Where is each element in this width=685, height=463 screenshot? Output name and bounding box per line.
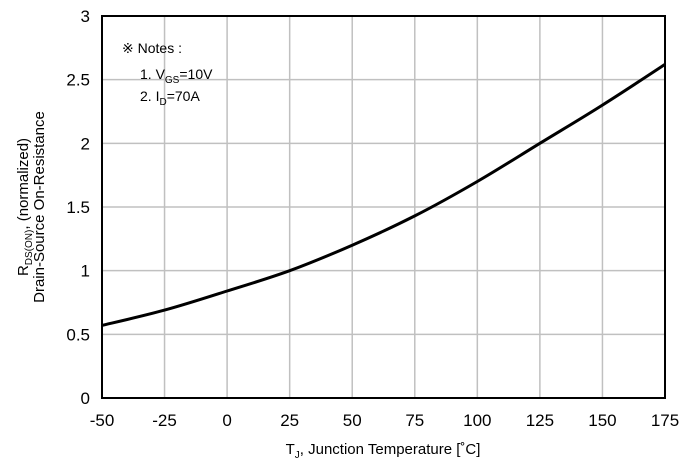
y-tick-label: 3 — [81, 7, 90, 26]
x-tick-label: 0 — [222, 411, 231, 430]
x-tick-label: 125 — [526, 411, 554, 430]
note-1: 1. VGS=10V — [140, 66, 213, 86]
x-tick-label: 100 — [463, 411, 491, 430]
notes-header: ※ Notes : — [122, 40, 182, 56]
y-axis-title-line1: RDS(ON), (normalized) — [15, 138, 35, 276]
y-axis-title: RDS(ON), (normalized) Drain-Source On-Re… — [15, 111, 48, 303]
x-tick-labels: -50 -25 0 25 50 75 100 125 150 175 — [90, 411, 679, 430]
y-tick-label: 1 — [81, 262, 90, 281]
y-tick-label: 1.5 — [66, 198, 90, 217]
x-tick-label: -25 — [152, 411, 177, 430]
y-tick-label: 0.5 — [66, 325, 90, 344]
y-tick-label: 0 — [81, 389, 90, 408]
y-tick-label: 2 — [81, 134, 90, 153]
plot-frame — [101, 15, 666, 399]
series-line — [101, 63, 666, 327]
x-tick-label: -50 — [90, 411, 115, 430]
y-axis-title-line2: Drain-Source On-Resistance — [31, 111, 48, 303]
grid-lines — [102, 16, 665, 398]
x-tick-label: 50 — [343, 411, 362, 430]
y-tick-label: 2.5 — [66, 71, 90, 90]
x-tick-label: 25 — [280, 411, 299, 430]
notes: ※ Notes : 1. VGS=10V 2. ID=70A — [122, 40, 213, 108]
y-tick-labels: 0 0.5 1 1.5 2 2.5 3 — [66, 7, 90, 408]
x-tick-label: 150 — [588, 411, 616, 430]
note-2: 2. ID=70A — [140, 88, 200, 108]
x-tick-label: 175 — [651, 411, 679, 430]
x-tick-label: 75 — [405, 411, 424, 430]
x-axis-title: TJ, Junction Temperature [˚C] — [286, 441, 481, 461]
